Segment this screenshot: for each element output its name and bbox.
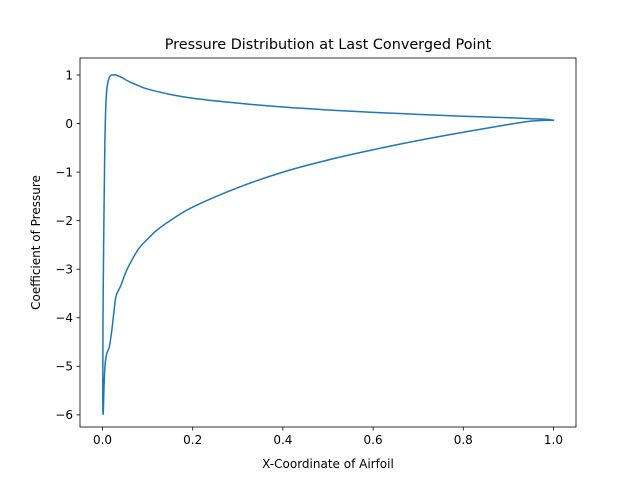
plot-area: 0.0 0.2 0.4 0.6 0.8 1.0 −6 −5 −4 −3 −2 −1 0 1 [55,57,577,447]
y-axis-ticks: −6 −5 −4 −3 −2 −1 0 1 [55,68,80,422]
x-tick-label: 0.4 [273,433,292,447]
series-layer [102,74,555,415]
x-tick-label: 0.0 [93,433,112,447]
x-tick-label: 0.6 [364,433,383,447]
chart-title: Pressure Distribution at Last Converged … [165,37,492,53]
y-tick-label: −2 [55,214,73,228]
y-tick-label: −4 [55,311,73,325]
x-tick-label: 0.8 [454,433,473,447]
y-tick-label: −5 [55,360,73,374]
y-tick-label: −3 [55,263,73,277]
x-axis-label: X-Coordinate of Airfoil [262,457,394,471]
y-axis-label: Coefficient of Pressure [29,175,43,310]
y-tick-label: 1 [65,68,73,82]
x-axis-ticks: 0.0 0.2 0.4 0.6 0.8 1.0 [93,427,563,447]
axes-frame [79,57,577,428]
y-tick-label: 0 [65,117,73,131]
x-tick-label: 1.0 [544,433,563,447]
y-tick-label: −6 [55,408,73,422]
y-tick-label: −1 [55,165,73,179]
series-line [102,74,555,415]
x-tick-label: 0.2 [183,433,202,447]
